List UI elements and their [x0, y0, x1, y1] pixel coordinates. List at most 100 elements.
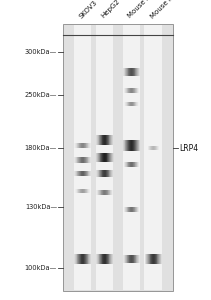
Bar — [106, 135, 107, 146]
Bar — [129, 68, 130, 76]
Bar — [102, 153, 103, 162]
Bar — [151, 146, 152, 150]
Bar — [130, 88, 131, 93]
Bar — [127, 102, 128, 106]
Bar — [130, 255, 131, 263]
Bar — [99, 153, 100, 162]
Bar — [152, 146, 153, 150]
Bar — [150, 254, 151, 264]
Bar — [139, 140, 140, 151]
Bar — [80, 143, 81, 148]
Bar — [131, 162, 132, 167]
Bar — [133, 255, 134, 263]
Bar — [89, 157, 90, 163]
Bar — [77, 254, 78, 264]
Bar — [135, 88, 136, 93]
Bar — [154, 254, 155, 264]
Bar — [134, 68, 135, 76]
Bar — [80, 189, 81, 193]
Bar — [108, 170, 109, 177]
Bar — [106, 170, 107, 177]
Bar — [155, 254, 156, 264]
Bar — [76, 189, 77, 193]
Bar — [134, 88, 135, 93]
Bar — [102, 190, 103, 195]
Bar — [135, 162, 136, 167]
Bar — [75, 171, 76, 176]
Bar — [84, 254, 85, 264]
Bar — [132, 255, 133, 263]
Bar — [138, 255, 139, 263]
Bar — [82, 143, 83, 148]
Bar — [80, 171, 81, 176]
Bar — [81, 254, 82, 264]
Bar — [156, 254, 157, 264]
Bar — [110, 135, 111, 146]
Bar — [77, 189, 78, 193]
Bar — [88, 189, 89, 193]
Bar — [108, 254, 109, 264]
Bar — [130, 102, 131, 106]
Bar — [132, 102, 133, 106]
Bar — [135, 102, 136, 106]
Bar — [131, 140, 132, 151]
Bar — [79, 189, 80, 193]
Bar — [83, 254, 84, 264]
Bar — [158, 254, 159, 264]
Bar — [133, 88, 134, 93]
Bar — [96, 170, 97, 177]
Bar — [76, 254, 77, 264]
Bar — [124, 255, 125, 263]
Bar — [101, 135, 102, 146]
Bar — [124, 88, 125, 93]
Bar — [90, 143, 91, 148]
Bar — [106, 254, 107, 264]
Bar — [108, 135, 109, 146]
Bar — [138, 102, 139, 106]
Text: Mouse lung: Mouse lung — [127, 0, 160, 20]
Bar — [96, 190, 97, 195]
Bar — [127, 88, 128, 93]
Bar — [129, 207, 130, 212]
Bar — [102, 254, 103, 264]
Bar — [76, 171, 77, 176]
Bar — [74, 157, 75, 163]
Bar — [127, 162, 128, 167]
Bar — [134, 207, 135, 212]
Bar — [131, 102, 132, 106]
Bar — [101, 254, 102, 264]
Bar — [129, 140, 130, 151]
Bar — [84, 157, 85, 163]
Bar — [86, 171, 87, 176]
Bar — [129, 102, 130, 106]
Bar — [128, 207, 129, 212]
Bar — [133, 68, 134, 76]
Bar — [122, 140, 123, 151]
Bar — [123, 68, 124, 76]
Bar — [137, 102, 138, 106]
Bar — [89, 254, 90, 264]
Bar — [91, 157, 92, 163]
Bar — [127, 207, 128, 212]
Bar — [100, 190, 101, 195]
Bar — [112, 153, 113, 162]
Bar — [83, 157, 84, 163]
Bar — [146, 254, 147, 264]
Bar — [90, 157, 91, 163]
Bar — [137, 68, 138, 76]
Bar — [88, 171, 89, 176]
Bar — [128, 255, 129, 263]
Bar — [134, 102, 135, 106]
Bar — [118, 25, 123, 290]
Bar — [135, 207, 136, 212]
Bar — [84, 171, 85, 176]
Bar — [156, 146, 157, 150]
Bar — [111, 254, 112, 264]
Bar — [85, 254, 86, 264]
Bar — [128, 102, 129, 106]
Bar — [99, 135, 100, 146]
Bar — [127, 68, 128, 76]
Bar — [91, 254, 92, 264]
Bar — [100, 135, 101, 146]
Text: 100kDa—: 100kDa— — [25, 265, 57, 271]
